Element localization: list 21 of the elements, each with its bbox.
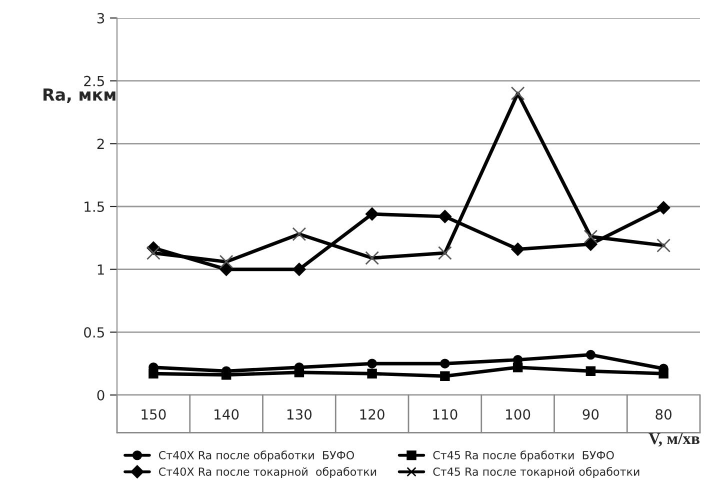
y-tick-label: 0 [97,390,104,400]
legend-label: Ст40Х Ra после токарной обработки [158,467,376,478]
y-axis-title: Ra, мкм [44,88,116,103]
y-tick-label: 0.5 [84,327,104,338]
x-tick-label: 130 [287,409,312,420]
legend-label: Ст45 Ra после токарной обработки [433,467,640,478]
x-tick-label: 80 [656,409,672,420]
y-tick-label: 2.5 [84,76,104,86]
y-tick-label: 3 [97,12,104,24]
x-tick-label: 90 [582,409,599,420]
legend-label: Ст45 Ra после бработки БУФО [433,450,614,462]
x-tick-label: 140 [214,409,239,420]
legend-label: Ст40Х Ra после обработки БУФО [158,450,354,462]
y-tick-label: 1.5 [84,202,104,212]
x-tick-label: 110 [433,409,458,420]
x-axis-title: V, м/хв [648,433,700,447]
y-tick-label: 2 [97,138,104,149]
x-tick-label: 120 [360,409,384,420]
x-tick-label: 150 [142,409,166,420]
y-tick-label: 1 [98,264,104,275]
x-tick-label: 100 [506,409,530,420]
